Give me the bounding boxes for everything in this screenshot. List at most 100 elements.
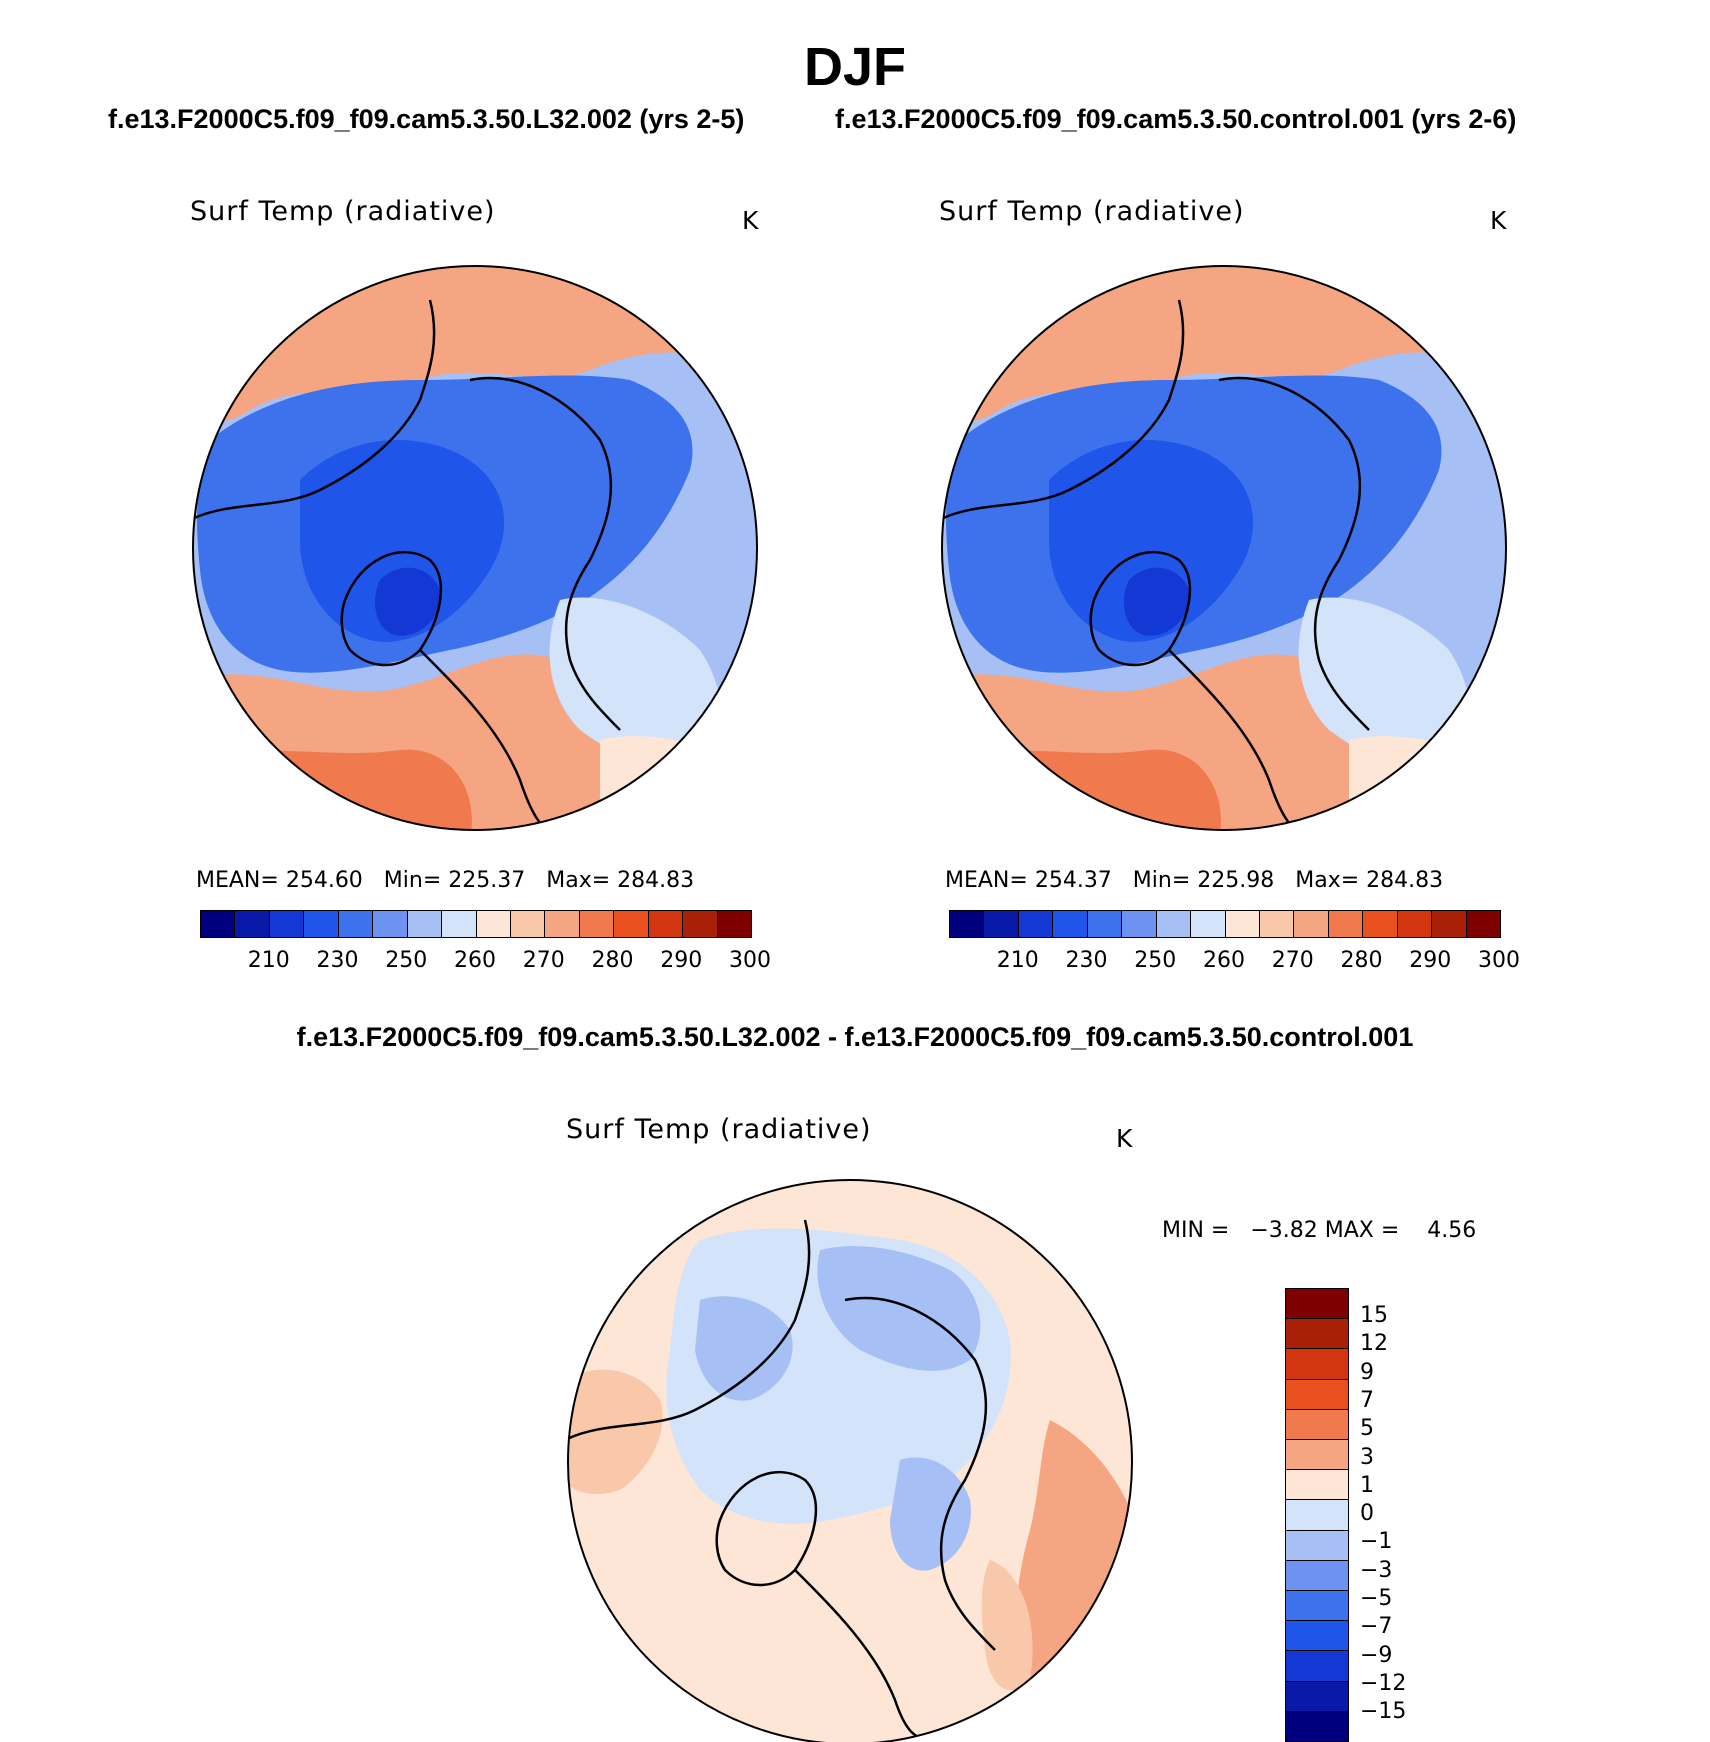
coastline-north-america [193,299,561,830]
colorbar-tick-label: −9 [1360,1642,1393,1668]
colorbar-tick-label: 210 [996,948,1039,973]
colorbar-segment [648,911,684,937]
colorbar-tick-label: 300 [1478,948,1520,973]
colorbar-tick-label: −3 [1360,1557,1393,1583]
diff-region-cool-arctic [666,1228,1011,1524]
mean-value: 254.37 [1034,868,1112,893]
colorbar [949,910,1501,938]
colorbar-tick-label: 300 [729,948,771,973]
colorbar-tick-label: 0 [1360,1501,1374,1527]
temp-region-hot-pacific [193,266,330,385]
colorbar-segment [476,911,511,937]
colorbar-segment [1286,1621,1348,1652]
colorbar-segment [717,911,751,937]
diff-region-warm-west [568,1369,663,1495]
colorbar-tick-label: 270 [522,948,565,973]
coastline-north-america [942,299,1310,830]
colorbar-segment [201,911,236,937]
colorbar-segment [1286,1470,1348,1501]
coastline-greenland [1089,550,1192,667]
variable-title: Surf Temp (radiative) [566,1114,872,1145]
colorbar-segment [235,911,270,937]
colorbar-segment [1466,911,1500,937]
case2-title: f.e13.F2000C5.f09_f09.cam5.3.50.control.… [835,104,1517,134]
colorbar-segment [269,911,305,937]
max-label: MAX = [1324,1218,1400,1243]
colorbar-segment [1286,1591,1348,1622]
temp-region-very-cold [1049,440,1254,642]
max-value: 4.56 [1427,1218,1477,1243]
variable-title: Surf Temp (radiative) [939,196,1245,227]
colorbar-segment [1087,911,1123,937]
colorbar-tick-label: 230 [316,948,359,973]
colorbar-segment [1018,911,1054,937]
coastline-eurasia [844,1296,996,1651]
colorbar-segment [1259,911,1295,937]
temp-region-hot-atlantic [193,749,472,830]
diff-region-cooler-siberia [817,1246,981,1371]
colorbar-segment [1053,911,1088,937]
season-title: DJF [803,37,906,97]
max-value: 284.83 [617,868,695,893]
colorbar [1285,1288,1349,1742]
colorbar-segment [1294,911,1329,937]
colorbar-segment [1328,911,1364,937]
map-boundary [567,1179,1133,1742]
colorbar-tick-label: 210 [247,948,290,973]
variable-title: Surf Temp (radiative) [190,196,496,227]
diff-region-cool-canada [695,1296,793,1401]
colorbar-segment [1286,1711,1348,1742]
temp-region-cold [197,375,693,673]
temp-region-mild [1298,597,1470,769]
colorbar-segment [1432,911,1467,937]
temp-region-hot-atlantic [942,749,1221,830]
temp-region-warm-europe [1349,736,1506,830]
temp-region-warm-pacific [193,266,757,423]
stats-line: MEAN= 254.37 Min= 225.98 Max= 284.83 [945,868,1443,893]
colorbar-tick-label: 260 [454,948,496,973]
colorbar-tick-label: 260 [1203,948,1245,973]
colorbar-tick-label: 250 [385,948,428,973]
colorbar-tick-label: −5 [1360,1586,1393,1611]
colorbar-tick-label: 230 [1065,948,1108,973]
colorbar-tick-label: 12 [1360,1331,1388,1357]
min-label: Min= [383,868,442,893]
colorbar-ticks: 210 230 250 260 270 280 290 300 [0,948,1710,978]
colorbar-segment [1156,911,1192,937]
colorbar-segment [1225,911,1260,937]
colorbar-tick-label: −12 [1360,1670,1407,1696]
colorbar-segment [407,911,443,937]
map-boundary [192,265,758,831]
colorbar-segment [1397,911,1433,937]
colorbar-segment [579,911,615,937]
map-background [942,266,1506,830]
colorbar-segment [1191,911,1226,937]
colorbar-segment [1286,1409,1348,1441]
temp-region-warm-atlantic [193,654,757,830]
max-value: 284.83 [1366,868,1444,893]
colorbar-segment [1286,1349,1348,1380]
colorbar-tick-label: 280 [591,948,634,973]
units-label: K [1490,206,1507,235]
mean-value: 254.60 [285,868,363,893]
colorbar-tick-label: 7 [1360,1387,1374,1413]
colorbar-tick-label: −15 [1360,1699,1407,1725]
colorbar [200,910,752,938]
colorbar-segment [510,911,546,937]
colorbar-segment [1286,1440,1348,1471]
colorbar-segment [1286,1560,1348,1592]
colorbar-tick-label: 5 [1360,1416,1374,1442]
colorbar-segment [1286,1319,1348,1350]
units-label: K [742,206,759,235]
colorbar-segment [683,911,718,937]
colorbar-tick-label: 1 [1360,1472,1374,1498]
map-background [568,1180,1132,1742]
colorbar-segment [442,911,477,937]
colorbar-segment [1286,1530,1348,1561]
temp-region-warm-europe [600,736,757,830]
colorbar-segment [304,911,339,937]
colorbar-tick-label: 290 [1409,948,1452,973]
stats-line: MIN = −3.82 MAX = 4.56 [1162,1218,1476,1243]
diff-region-warm-east [1013,1420,1132,1741]
temp-region-coldest [1124,567,1190,636]
